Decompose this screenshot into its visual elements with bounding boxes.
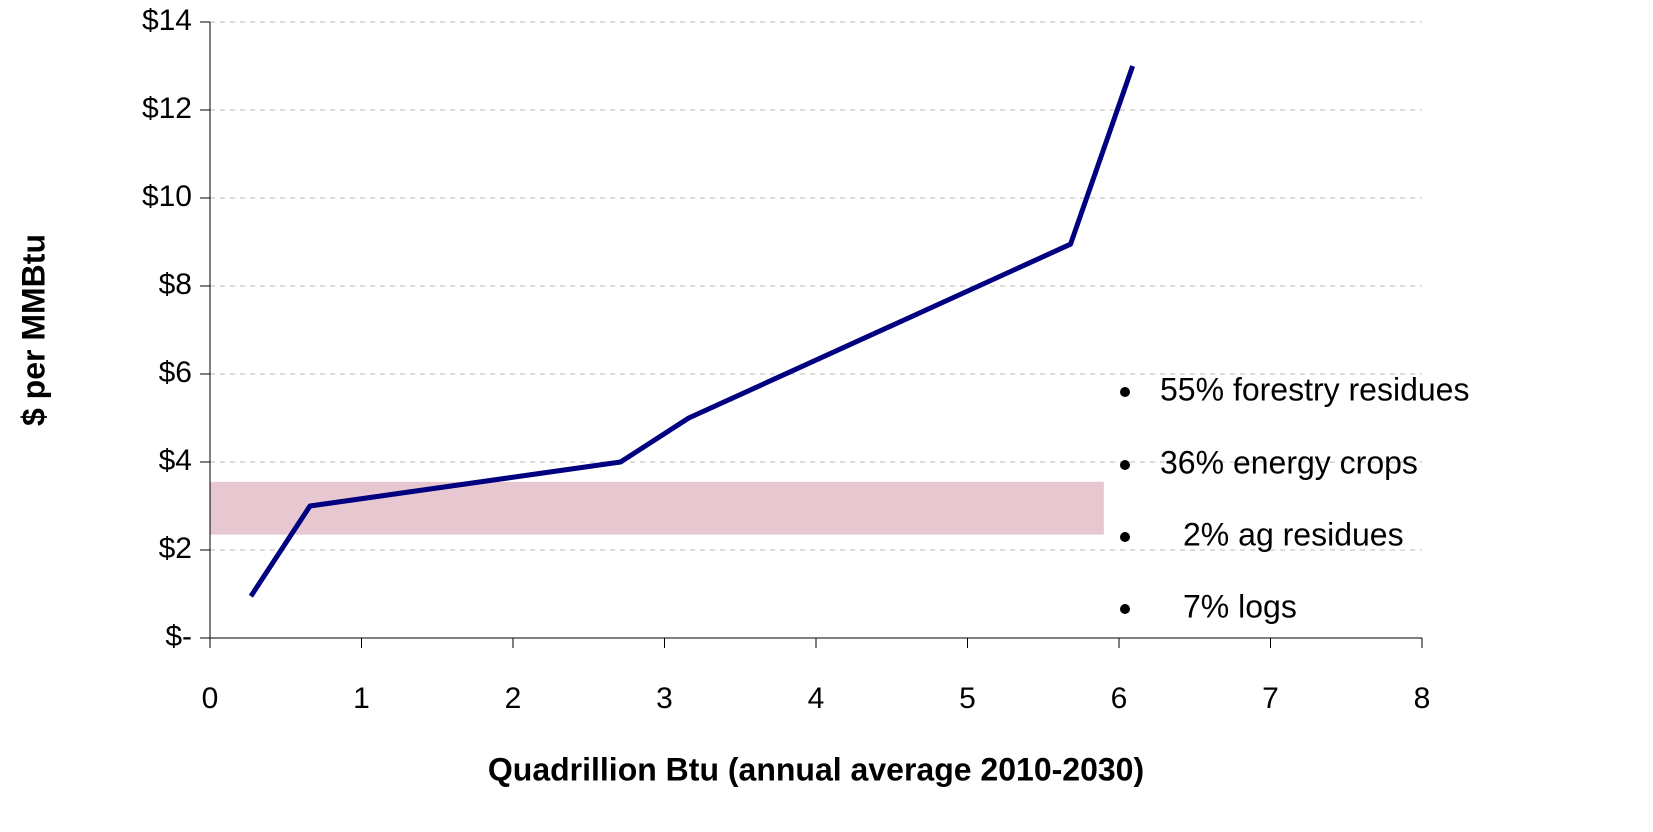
annotation: 55% forestry residues [1160,371,1469,407]
y-tick-label: $14 [142,4,192,37]
y-tick-label: $8 [159,268,192,301]
y-tick-label: $12 [142,92,192,125]
series-line [248,65,1136,598]
annotation: 2% ag residues [1183,516,1404,552]
highlight-band [210,481,1104,535]
y-tick-label: $2 [159,532,192,565]
x-tick-label: 6 [1111,682,1128,715]
x-tick-label: 5 [959,682,976,715]
y-tick-label: $10 [142,180,192,213]
x-tick-label: 7 [1262,682,1279,715]
x-tick-label: 8 [1414,682,1431,715]
x-tick-label: 4 [808,682,825,715]
bullet [1120,532,1130,542]
x-tick-label: 3 [656,682,673,715]
y-axis-title: $ per MMBtu [15,234,51,426]
x-tick-label: 1 [353,682,370,715]
bullet [1120,387,1130,397]
annotation: 36% energy crops [1160,444,1418,480]
y-tick-label: $4 [159,444,192,477]
y-tick-label: $6 [159,356,192,389]
y-tick-label: $- [165,620,192,653]
bullet [1120,604,1130,614]
x-axis-title: Quadrillion Btu (annual average 2010-203… [488,751,1144,787]
bullet [1120,460,1130,470]
annotation: 7% logs [1183,588,1297,624]
x-tick-label: 2 [505,682,522,715]
x-tick-label: 0 [202,682,219,715]
